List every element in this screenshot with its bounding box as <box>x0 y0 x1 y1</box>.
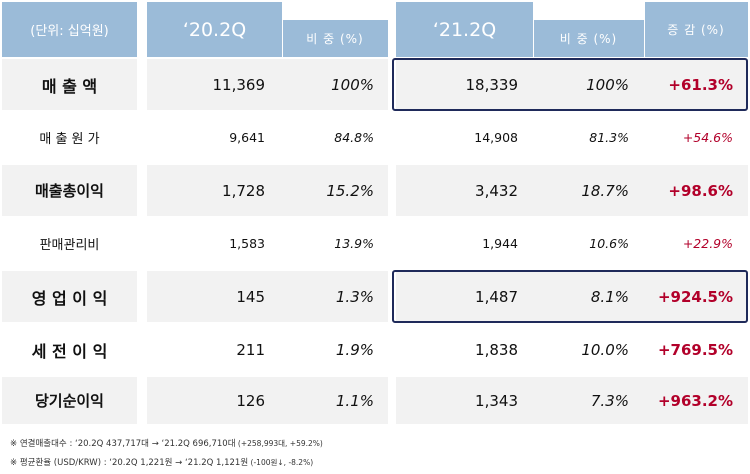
prev-value: 9,641 <box>229 130 265 145</box>
row-label: 영 업 이 익 <box>31 288 108 308</box>
curr-value: 18,339 <box>465 75 519 94</box>
row-background <box>2 377 748 424</box>
curr-share: 18.7% <box>581 181 629 200</box>
prev-value: 211 <box>236 340 265 359</box>
share-prev-header: 비 중 (%) <box>282 19 388 57</box>
period-prev-header: ‘20.2Q <box>147 2 282 57</box>
highlight-box-revenue <box>392 58 748 111</box>
prev-value: 1,728 <box>222 181 265 200</box>
footnote-main: ※ 평균환율 (USD/KRW) : ‘20.2Q 1,221원 → ‘21.2… <box>10 458 249 468</box>
column-separator <box>388 0 396 426</box>
footnote-detail: (-100원↓, -8.2%) <box>248 458 314 467</box>
period-curr-header: ‘21.2Q <box>396 2 533 57</box>
curr-value: 1,343 <box>475 391 518 410</box>
row-background <box>2 59 748 110</box>
row-label: 당기순이익 <box>34 392 104 410</box>
row-label: 매 출 액 <box>41 76 98 96</box>
row-label: 세 전 이 익 <box>31 341 108 361</box>
header-divider <box>533 19 644 20</box>
row-label: 판매관리비 <box>39 238 100 253</box>
header-divider <box>282 19 283 57</box>
prev-share: 100% <box>331 75 374 94</box>
column-separator <box>137 0 147 426</box>
footnote: ※ 평균환율 (USD/KRW) : ‘20.2Q 1,221원 → ‘21.2… <box>10 456 313 468</box>
prev-value: 126 <box>236 391 265 410</box>
change-header: 증 감 (%) <box>644 2 748 57</box>
change-value: +54.6% <box>682 130 733 145</box>
curr-value: 1,838 <box>475 340 518 359</box>
prev-value: 11,369 <box>212 75 266 94</box>
curr-share: 10.0% <box>581 340 629 359</box>
curr-value: 1,487 <box>475 287 518 306</box>
row-label: 매출총이익 <box>34 182 104 200</box>
prev-share: 13.9% <box>334 236 374 251</box>
change-value: +924.5% <box>657 287 733 306</box>
change-value: +963.2% <box>657 391 733 410</box>
curr-share: 81.3% <box>589 130 629 145</box>
row-background <box>2 271 748 322</box>
curr-share: 10.6% <box>589 236 629 251</box>
header-divider <box>282 19 388 20</box>
prev-value: 145 <box>236 287 265 306</box>
change-value: +769.5% <box>657 340 733 359</box>
row-label: 매 출 원 가 <box>39 132 100 147</box>
change-value: +98.6% <box>668 181 733 200</box>
prev-value: 1,583 <box>229 236 265 251</box>
unit-header: (단위: 십억원) <box>2 2 137 57</box>
curr-share: 8.1% <box>590 287 629 306</box>
change-value: +61.3% <box>668 75 733 94</box>
curr-share: 100% <box>586 75 629 94</box>
curr-value: 3,432 <box>475 181 518 200</box>
change-value: +22.9% <box>682 236 733 251</box>
share-curr-header: 비 중 (%) <box>533 19 644 57</box>
footnote-detail: (+258,993대, +59.2%) <box>235 439 323 448</box>
prev-share: 1.3% <box>335 287 374 306</box>
footnote: ※ 연결매출대수 : ‘20.2Q 437,717대 → ‘21.2Q 696,… <box>10 437 323 449</box>
row-background <box>2 165 748 216</box>
footnote-main: ※ 연결매출대수 : ‘20.2Q 437,717대 → ‘21.2Q 696,… <box>10 439 236 449</box>
curr-share: 7.3% <box>590 391 629 410</box>
prev-share: 1.9% <box>335 340 374 359</box>
prev-share: 1.1% <box>335 391 374 410</box>
curr-value: 14,908 <box>474 130 518 145</box>
header-divider <box>644 2 645 57</box>
header-divider <box>533 19 534 57</box>
prev-share: 15.2% <box>326 181 374 200</box>
curr-value: 1,944 <box>482 236 518 251</box>
prev-share: 84.8% <box>334 130 374 145</box>
highlight-box-operating-income <box>392 270 748 323</box>
